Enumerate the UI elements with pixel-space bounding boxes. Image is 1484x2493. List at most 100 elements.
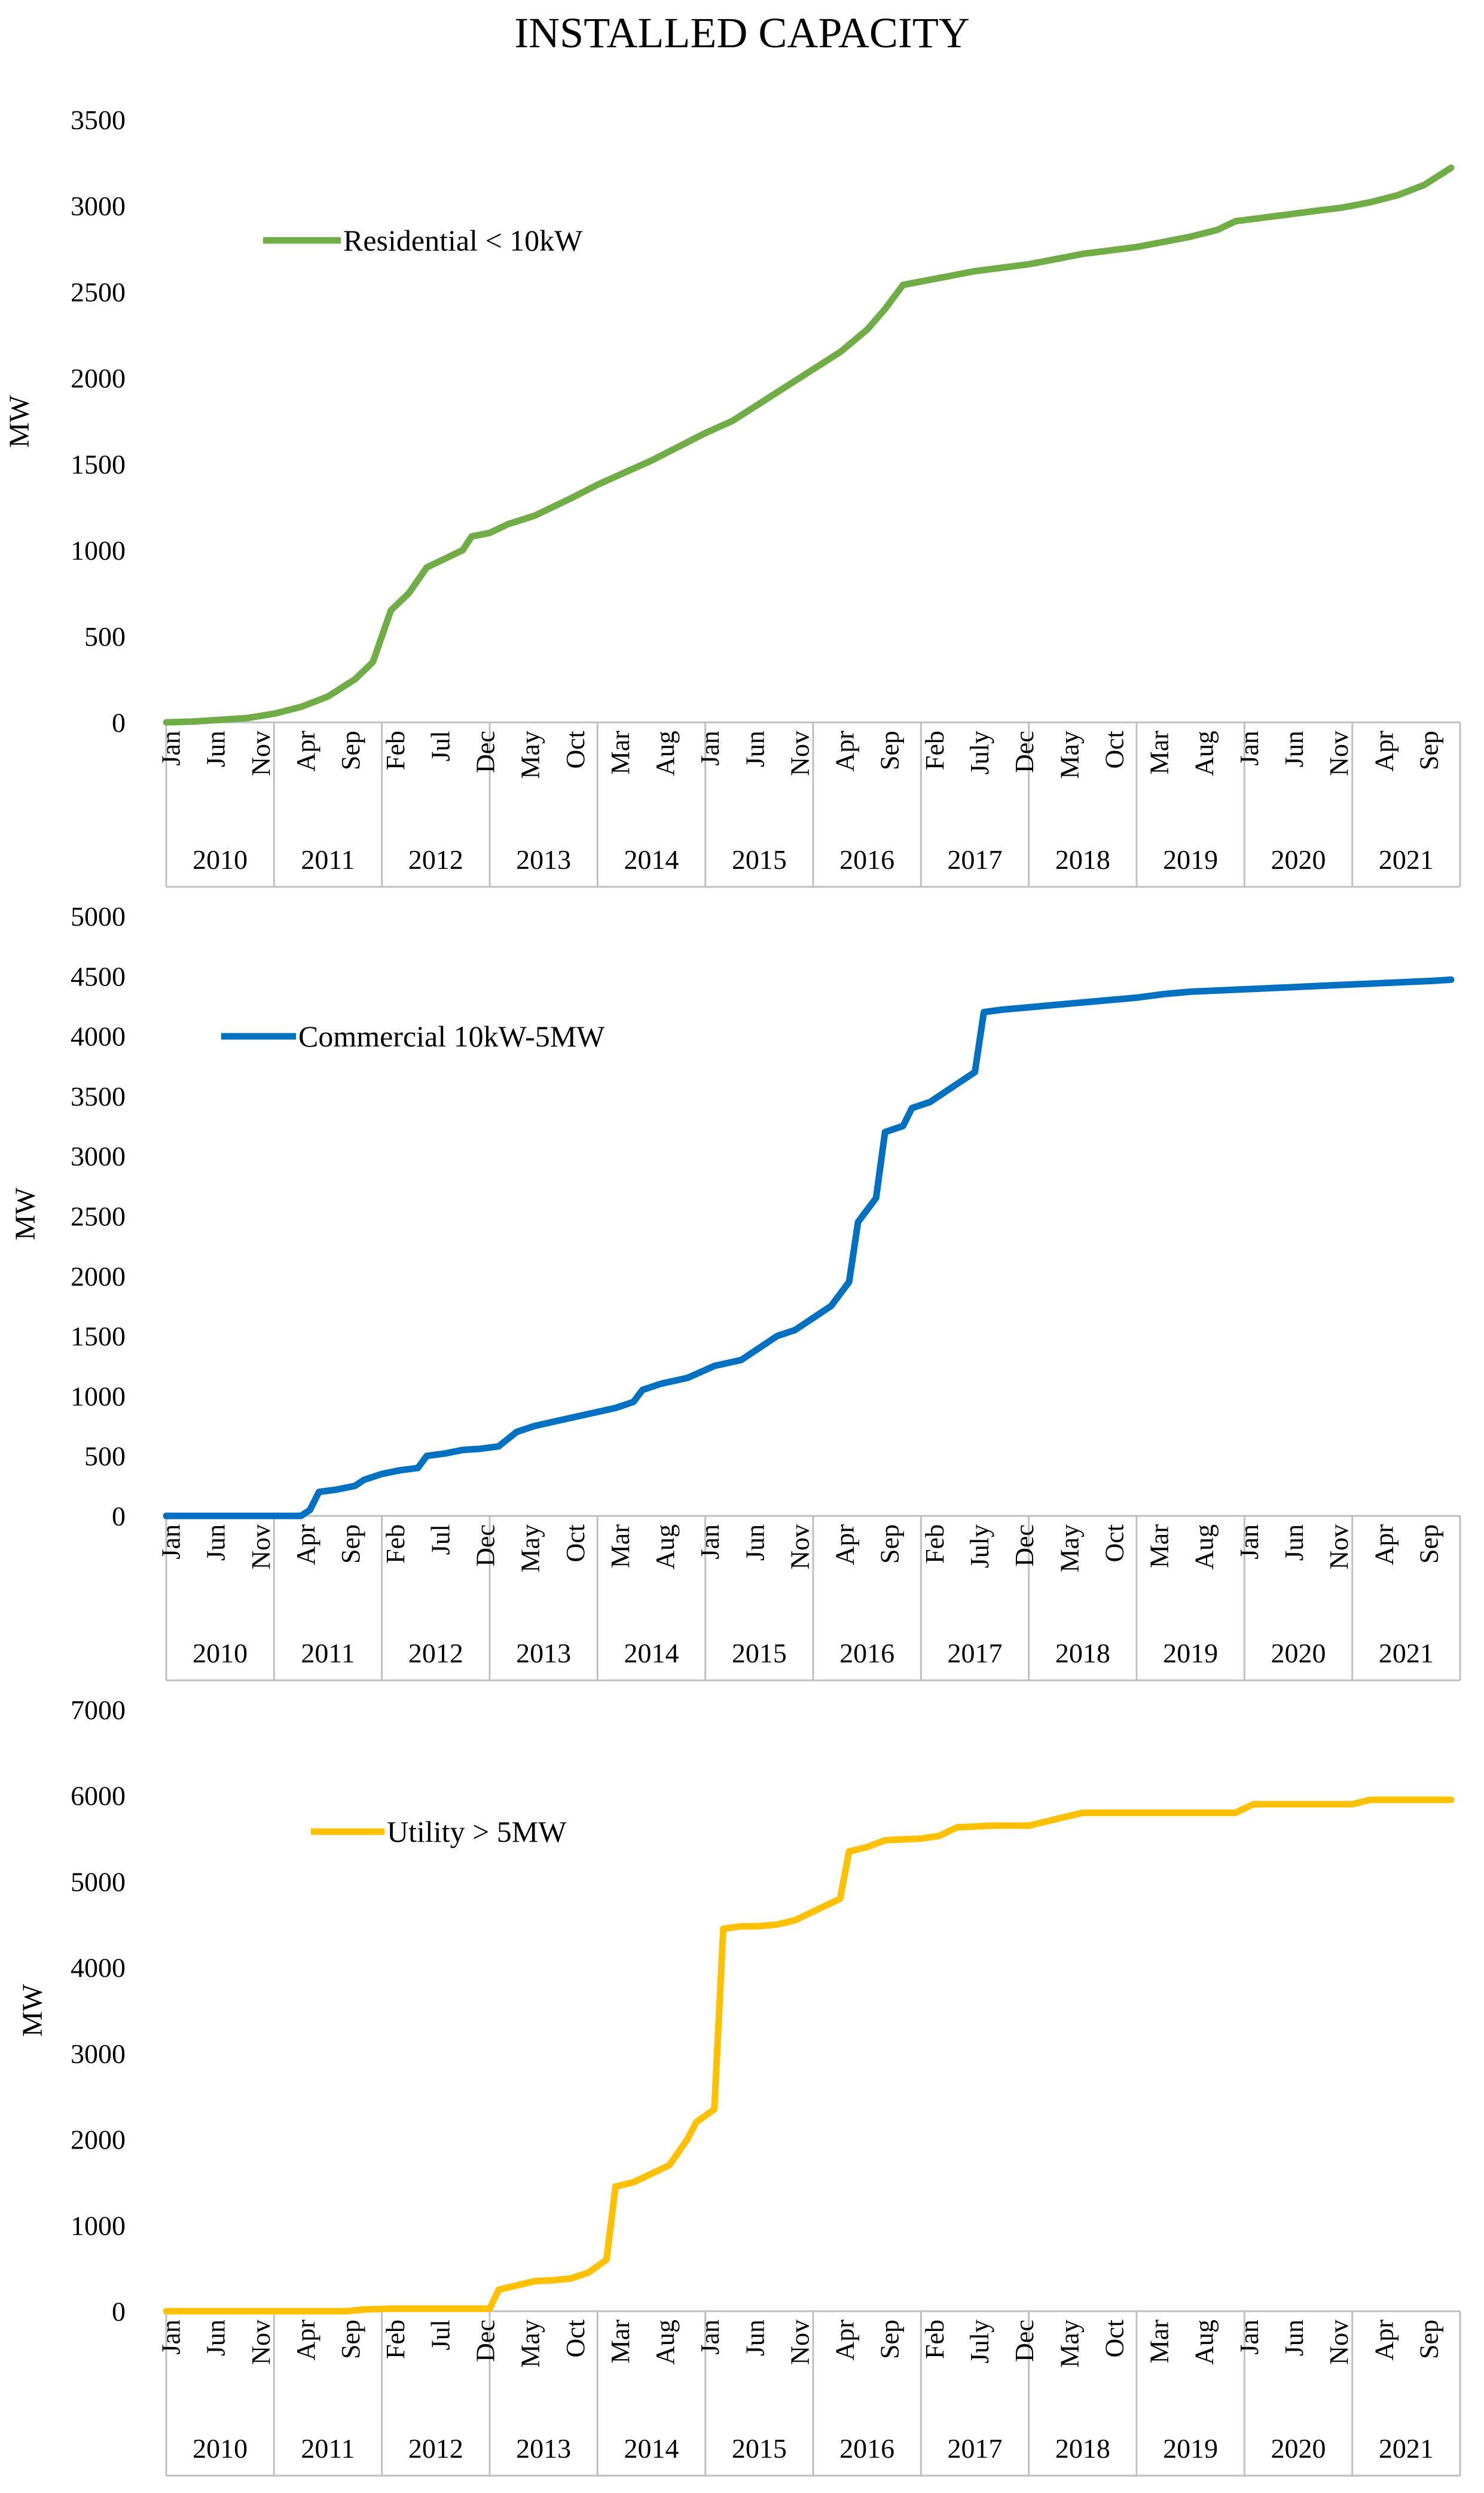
x-month-label: May: [516, 2320, 545, 2368]
x-month-label: Apr: [291, 731, 320, 772]
x-month-label: Dec: [471, 2320, 500, 2362]
y-tick-label: 3000: [71, 191, 126, 221]
y-tick-label: 4000: [71, 1021, 126, 1052]
x-month-label: Apr: [830, 731, 860, 772]
x-month-label: Sep: [336, 2320, 365, 2359]
x-month-label: Jul: [426, 1524, 455, 1555]
x-month-label: Sep: [336, 1524, 365, 1564]
x-month-label: Jul: [426, 731, 455, 761]
x-month-label: Nov: [246, 2320, 276, 2365]
x-month-label: Jan: [695, 731, 725, 766]
chart-residential: 0 500 1000 1500 2000 2500 3000 3500 MW 2010 2011 20…: [4, 105, 1461, 888]
x-year-label: 2011: [301, 844, 355, 875]
x-year-label: 2018: [1055, 844, 1110, 875]
x-year-label: 2018: [1055, 1638, 1110, 1668]
x-month-label: Dec: [1010, 731, 1039, 773]
x-year-label: 2012: [408, 1638, 463, 1668]
x-month-label: May: [516, 1524, 545, 1573]
x-year-label: 2016: [839, 1638, 894, 1668]
y-tick-label: 2000: [71, 363, 126, 393]
x-month-label: Mar: [606, 731, 635, 775]
y-tick-label: 1500: [71, 1321, 126, 1351]
y-tick-label: 1000: [71, 1381, 126, 1411]
x-month-label: Feb: [920, 1524, 949, 1564]
x-month-label: Jun: [1280, 1524, 1309, 1561]
y-tick-label: 4500: [71, 961, 126, 991]
x-year-label: 2014: [624, 1638, 679, 1668]
y-tick-label: 6000: [71, 1781, 126, 1811]
x-month-label: Dec: [1010, 2320, 1039, 2362]
x-year-label: 2012: [408, 844, 463, 875]
y-tick-label: 3000: [71, 2039, 126, 2069]
y-tick-label: 0: [112, 2296, 126, 2327]
x-month-label: Jun: [1280, 731, 1309, 767]
x-year-label: 2019: [1163, 1638, 1218, 1668]
x-year-label: 2010: [193, 844, 248, 875]
x-year-label: 2020: [1271, 844, 1326, 875]
x-year-label: 2015: [732, 2433, 787, 2464]
x-month-label: Mar: [1145, 2320, 1174, 2364]
y-tick-label: 1500: [71, 449, 126, 480]
series-line-utility: [163, 1796, 1455, 2315]
y-axis-label: MW: [10, 1187, 41, 1240]
x-month-label: Mar: [606, 1524, 635, 1569]
x-month-label: Feb: [920, 2320, 949, 2359]
y-tick-label: 2500: [71, 277, 126, 307]
y-tick-label: 7000: [71, 1695, 126, 1725]
x-month-label: Sep: [875, 2320, 905, 2359]
x-year-label: 2019: [1163, 844, 1218, 875]
x-month-label: Sep: [1414, 1524, 1443, 1564]
x-month-label: May: [1055, 2320, 1084, 2368]
x-month-label: Nov: [785, 731, 814, 776]
x-month-label: Sep: [1414, 731, 1443, 770]
y-tick-label: 3000: [71, 1141, 126, 1171]
x-month-label: Aug: [651, 731, 680, 776]
x-month-label: Aug: [1190, 731, 1219, 776]
chart-utility: 0 1000 2000 3000 4000 5000 6000 7000 MW 2010 2011 2…: [17, 1695, 1461, 2477]
x-month-label: Feb: [381, 731, 410, 770]
x-month-label: May: [1055, 731, 1084, 779]
x-month-label: Sep: [875, 1524, 905, 1564]
x-year-label: 2020: [1271, 2433, 1326, 2464]
x-month-label: Sep: [875, 731, 905, 770]
x-month-label: Jun: [201, 731, 231, 767]
x-year-label: 2013: [516, 844, 571, 875]
x-year-label: 2015: [732, 844, 787, 875]
y-tick-label: 500: [84, 621, 126, 652]
x-year-label: 2013: [516, 1638, 571, 1668]
x-month-label: Aug: [651, 1524, 680, 1570]
y-tick-label: 3500: [71, 1081, 126, 1112]
x-month-label: Dec: [1010, 1524, 1039, 1567]
x-month-label: July: [965, 731, 994, 774]
x-month-label: Oct: [561, 2320, 590, 2358]
x-month-label: Nov: [785, 2320, 814, 2365]
x-year-label: 2019: [1163, 2433, 1218, 2464]
x-month-label: Nov: [1324, 731, 1354, 776]
x-month-label: Jun: [740, 2320, 770, 2356]
x-month-label: Apr: [1369, 1524, 1398, 1566]
y-tick-label: 5000: [71, 901, 126, 932]
x-month-label: Jan: [157, 2320, 186, 2355]
x-year-label: 2015: [732, 1638, 787, 1668]
x-year-label: 2013: [516, 2433, 571, 2464]
x-month-label: Nov: [1324, 1524, 1354, 1570]
legend-label: Utility > 5MW: [387, 1815, 567, 1848]
y-tick-label: 0: [112, 1501, 126, 1531]
x-month-label: Aug: [1190, 2320, 1219, 2365]
x-year-label: 2011: [301, 1638, 355, 1668]
x-month-label: Apr: [291, 2320, 320, 2361]
x-year-label: 2012: [408, 2433, 463, 2464]
legend-label: Commercial 10kW-5MW: [298, 1020, 605, 1053]
x-month-label: Oct: [561, 731, 590, 769]
x-year-label: 2020: [1271, 1638, 1326, 1668]
x-year-label: 2021: [1379, 2433, 1434, 2464]
x-month-label: Nov: [1324, 2320, 1354, 2365]
x-month-label: Jun: [201, 2320, 231, 2356]
x-month-label: Jan: [695, 1524, 725, 1560]
x-month-label: Jun: [201, 1524, 231, 1561]
x-month-label: Jul: [426, 2320, 455, 2350]
x-year-label: 2017: [948, 2433, 1003, 2464]
x-month-label: May: [516, 731, 545, 779]
x-month-label: Jan: [1235, 731, 1264, 766]
